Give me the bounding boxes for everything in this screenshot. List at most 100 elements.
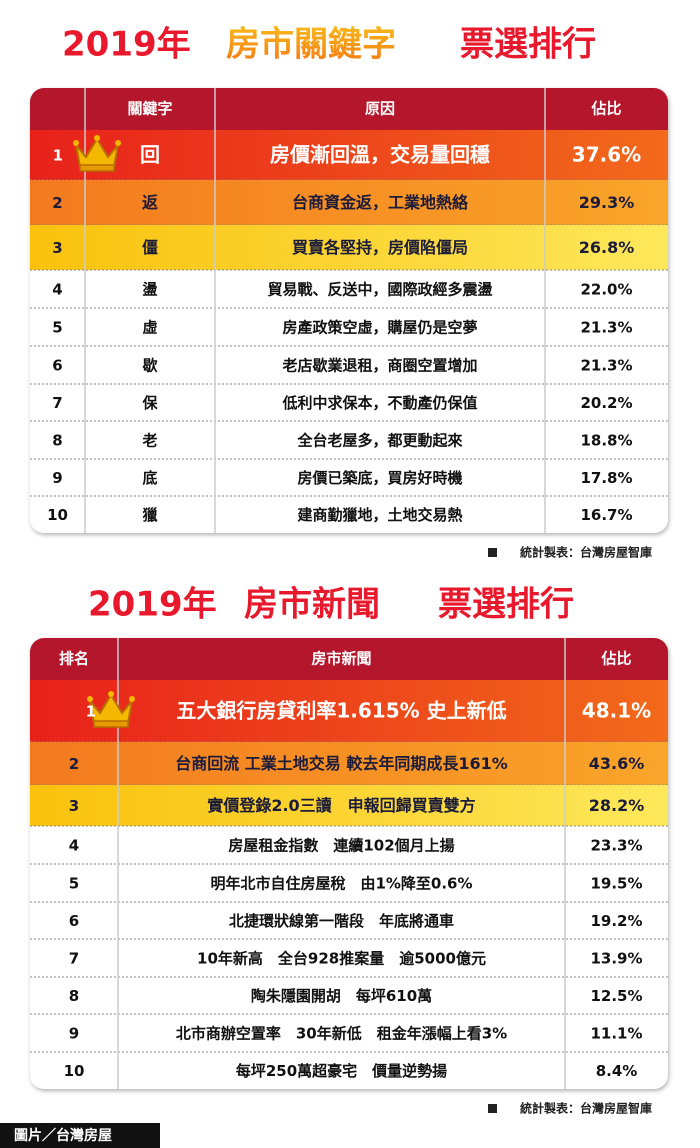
source: 統計製表：台灣房屋智庫 [520,1101,652,1116]
cell: 老店歇業退租，商圈空置增加 [281,357,477,375]
cell: 2 [69,755,79,773]
cell: 1 [53,147,63,165]
cell: 13.9% [590,950,642,968]
cell: 17.8% [580,469,632,487]
header-cell: 佔比 [590,100,621,118]
cell: 北市商辦空置率 30年新低 租金年漲幅上看3% [176,1025,507,1043]
title-year: 2019年 [62,25,191,65]
cell: 1 [86,703,96,721]
cell: 7 [69,950,79,968]
cell: 回 [140,143,160,167]
cell: 16.7% [580,506,632,524]
table-body [30,638,668,1089]
row-bg [30,130,668,180]
cell: 48.1% [582,699,651,723]
cell: 43.6% [589,754,645,773]
cell: 獵 [141,506,157,524]
row-bg [30,180,668,225]
credit: 圖片／台灣房屋 [14,1127,112,1144]
cell: 3 [52,239,62,257]
cell: 18.8% [580,432,632,450]
source: 統計製表：台灣房屋智庫 [520,545,652,560]
cell: 6 [69,912,79,930]
cell: 20.2% [580,394,632,412]
credit-box [0,1123,160,1148]
title-main: 房市關鍵字 [226,25,396,65]
row-bg [30,785,668,826]
table: 排名 房市新聞 佔比 1 五大銀行房貸利率1.615% 史上新低 48.1% 2 台商回流 工… [30,638,668,1089]
header-bg [30,88,668,130]
cell: 26.8% [579,238,635,257]
cell: 低利中求保本，不動產仍保值 [281,394,477,412]
cell: 5 [52,319,62,337]
title-year: 2019年 [88,585,217,625]
cell: 老 [141,432,157,450]
header-bg [30,638,668,680]
cell: 4 [52,281,62,299]
cell: 歇 [141,357,157,375]
cell: 8.4% [596,1062,638,1080]
cell: 房價已築底，買房好時機 [297,469,462,487]
cell: 19.2% [590,912,642,930]
cell: 11.1% [590,1025,642,1043]
cell: 21.3% [580,319,632,337]
cell: 每坪250萬超豪宅 價量逆勢揚 [236,1062,447,1080]
title-tail: 票選排行 [460,25,596,65]
header-cell: 房市新聞 [311,650,371,668]
cell: 21.3% [580,357,632,375]
bullet [488,1104,497,1113]
cell: 12.5% [590,987,642,1005]
cell: 3 [69,797,79,815]
cell: 8 [52,432,62,450]
cell: 返 [142,193,158,212]
cell: 房價漸回溫，交易量回穩 [270,143,490,167]
cell: 貿易戰、反送中，國際政經多震盪 [267,281,492,299]
cell: 台商資金返，工業地熱絡 [292,193,469,212]
cell: 全台老屋多，都更動起來 [296,432,462,450]
header-cell: 關鍵字 [127,100,172,118]
title-tail: 票選排行 [438,585,574,625]
cell: 7 [52,394,62,412]
row-bg [30,225,668,270]
cell: 台商回流 工業土地交易 較去年同期成長161% [175,754,508,773]
table-body [30,88,668,533]
header-cell: 排名 [59,650,89,668]
cell: 6 [52,357,62,375]
cell: 28.2% [589,796,645,815]
cell: 北捷環狀線第一階段 年底將通車 [229,912,454,930]
title-main: 房市新聞 [244,585,380,625]
cell: 房產政策空虛，購屋仍是空夢 [282,319,477,337]
cell: 22.0% [580,281,632,299]
cell: 5 [69,875,79,893]
cell: 10 [47,506,68,524]
cell: 4 [69,837,79,855]
cell: 僵 [142,238,158,257]
cell: 明年北市自住房屋稅 由1%降至0.6% [210,875,472,893]
table: 關鍵字 原因 佔比 1 回 房價漸回溫，交易量回穩 37.6% 2 返 台商資金返，工業地熱絡 29… [30,88,668,533]
cell: 陶朱隱園開胡 每坪610萬 [251,987,432,1005]
cell: 實價登錄2.0三讀 申報回歸買賣雙方 [207,796,475,815]
cell: 虛 [142,319,157,337]
cell: 盪 [142,281,157,299]
cell: 保 [141,394,158,412]
cell: 9 [69,1025,79,1043]
cell: 19.5% [590,875,642,893]
cell: 房屋租金指數 連續102個月上揚 [228,837,454,855]
header-cell: 原因 [365,100,395,118]
cell: 10 [64,1062,85,1080]
cell: 29.3% [579,193,635,212]
cell: 五大銀行房貸利率1.615% 史上新低 [176,699,506,723]
row-bg [30,680,668,742]
header-cell: 佔比 [600,650,631,668]
cell: 建商勤獵地，土地交易熱 [297,506,462,524]
cell: 8 [69,987,79,1005]
cell: 底 [142,469,157,487]
bullet [488,548,497,557]
cell: 買賣各堅持，房價陷僵局 [292,238,468,257]
cell: 9 [52,469,62,487]
cell: 23.3% [590,837,642,855]
cell: 37.6% [572,143,641,167]
cell: 10年新高 全台928推案量 逾5000億元 [197,950,486,968]
row-bg [30,742,668,785]
